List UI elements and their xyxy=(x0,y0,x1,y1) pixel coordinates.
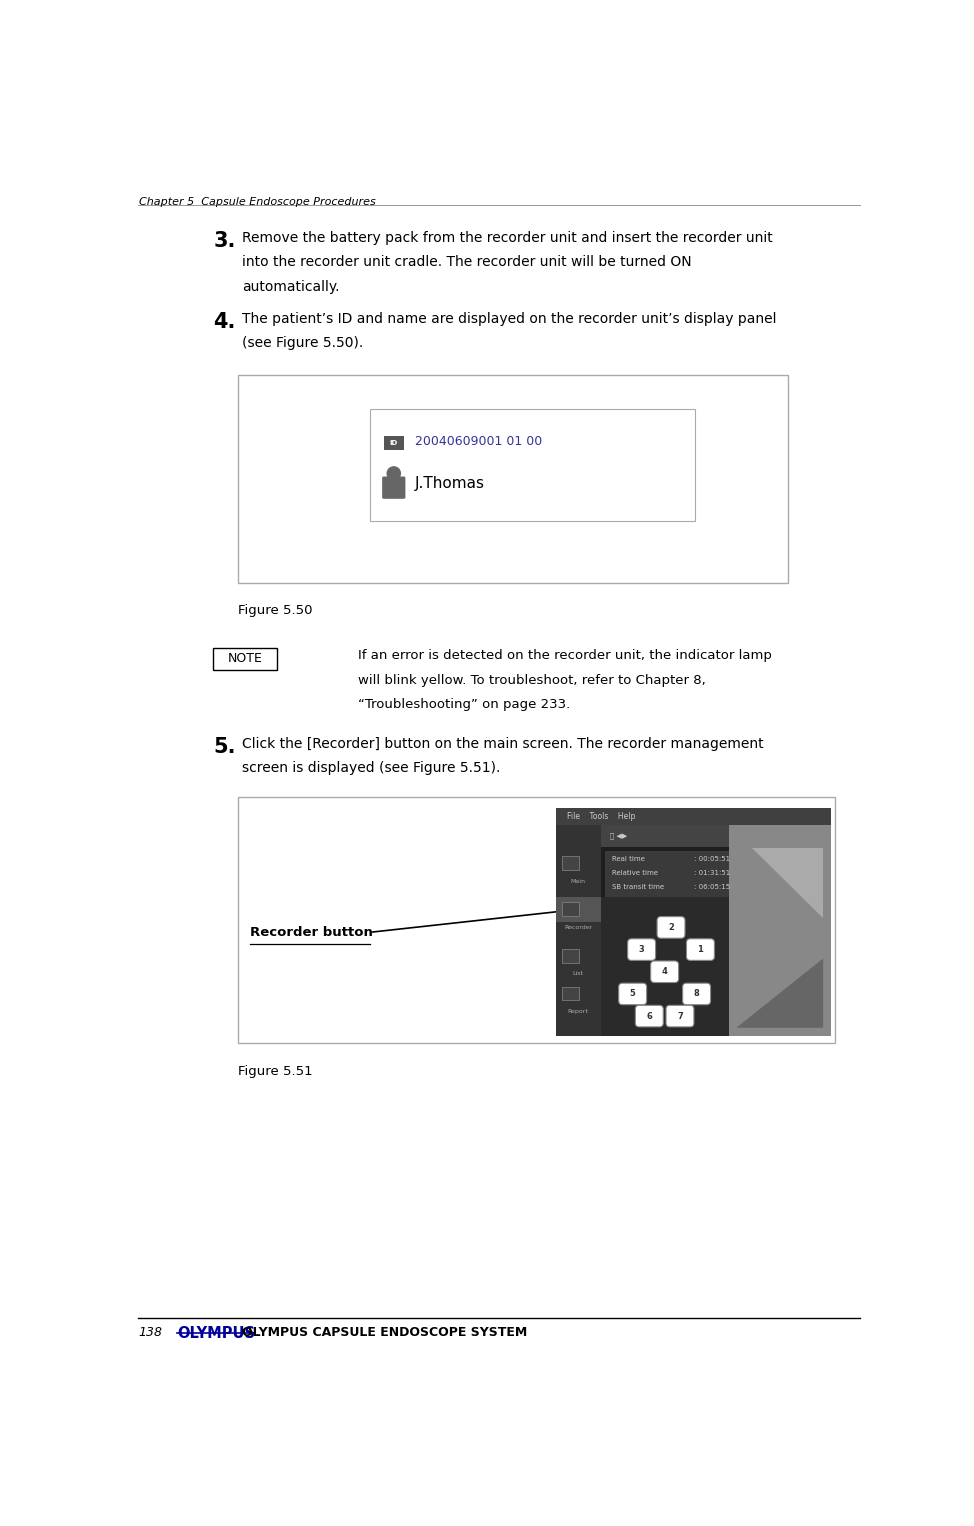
Text: 7: 7 xyxy=(677,1012,683,1021)
Text: List: List xyxy=(573,971,583,977)
Text: will blink yellow. To troubleshoot, refer to Chapter 8,: will blink yellow. To troubleshoot, refe… xyxy=(358,673,706,687)
Bar xyxy=(729,826,831,1036)
FancyBboxPatch shape xyxy=(635,1006,663,1027)
FancyBboxPatch shape xyxy=(666,1006,693,1027)
Text: 4.: 4. xyxy=(213,311,236,331)
Bar xyxy=(556,826,831,1036)
Text: 3.: 3. xyxy=(213,230,236,250)
FancyBboxPatch shape xyxy=(657,917,685,938)
Text: Figure 5.51: Figure 5.51 xyxy=(238,1065,313,1077)
Text: : 00:05:51: : 00:05:51 xyxy=(693,856,730,862)
Text: File    Tools    Help: File Tools Help xyxy=(568,812,636,821)
Text: 8: 8 xyxy=(693,989,699,998)
Text: 5.: 5. xyxy=(213,737,236,757)
FancyBboxPatch shape xyxy=(627,938,656,960)
Text: OLYMPUS: OLYMPUS xyxy=(177,1326,255,1341)
Text: Click the [Recorder] button on the main screen. The recorder management: Click the [Recorder] button on the main … xyxy=(242,737,764,751)
Text: Main: Main xyxy=(571,879,585,884)
Text: ID: ID xyxy=(390,439,398,446)
FancyBboxPatch shape xyxy=(382,476,405,499)
Text: 5: 5 xyxy=(630,989,636,998)
Text: 2: 2 xyxy=(668,923,674,932)
Bar xyxy=(562,902,579,916)
Bar xyxy=(562,856,579,870)
Bar xyxy=(601,826,831,847)
Text: OLYMPUS CAPSULE ENDOSCOPE SYSTEM: OLYMPUS CAPSULE ENDOSCOPE SYSTEM xyxy=(242,1326,527,1338)
Bar xyxy=(601,897,729,1036)
Text: into the recorder unit cradle. The recorder unit will be turned ON: into the recorder unit cradle. The recor… xyxy=(242,255,692,270)
Text: 20040609001 01 00: 20040609001 01 00 xyxy=(415,435,542,449)
Text: 138: 138 xyxy=(139,1326,163,1338)
Text: Recorder: Recorder xyxy=(564,925,592,929)
Bar xyxy=(556,809,831,826)
Text: (see Figure 5.50).: (see Figure 5.50). xyxy=(242,336,363,351)
Bar xyxy=(213,649,277,670)
Bar xyxy=(605,850,827,897)
Bar xyxy=(384,436,404,450)
Text: J.Thomas: J.Thomas xyxy=(415,476,485,491)
Text: Chapter 5  Capsule Endoscope Procedures: Chapter 5 Capsule Endoscope Procedures xyxy=(139,197,376,208)
Text: If an error is detected on the recorder unit, the indicator lamp: If an error is detected on the recorder … xyxy=(358,649,772,662)
FancyBboxPatch shape xyxy=(683,983,711,1004)
Text: : 06:05:15: : 06:05:15 xyxy=(693,884,730,890)
Polygon shape xyxy=(736,958,823,1029)
Text: Figure 5.50: Figure 5.50 xyxy=(238,604,313,618)
Text: Remove the battery pack from the recorder unit and insert the recorder unit: Remove the battery pack from the recorde… xyxy=(242,230,772,244)
Polygon shape xyxy=(752,848,823,917)
Bar xyxy=(370,409,695,522)
Text: NOTE: NOTE xyxy=(228,653,262,665)
Text: 3: 3 xyxy=(639,945,645,954)
Text: ⬛ ◀▶: ⬛ ◀▶ xyxy=(610,833,627,839)
Bar xyxy=(562,949,579,963)
Bar xyxy=(562,986,579,1001)
Circle shape xyxy=(388,467,400,481)
Text: Report: Report xyxy=(568,1009,588,1013)
Text: Real time: Real time xyxy=(613,856,645,862)
Bar xyxy=(556,826,601,1036)
Text: Relative time: Relative time xyxy=(613,870,658,876)
Text: 1: 1 xyxy=(697,945,703,954)
Bar xyxy=(238,375,788,583)
Bar xyxy=(238,797,835,1044)
Bar xyxy=(556,897,601,922)
FancyBboxPatch shape xyxy=(687,938,714,960)
Text: The patient’s ID and name are displayed on the recorder unit’s display panel: The patient’s ID and name are displayed … xyxy=(242,311,776,325)
FancyBboxPatch shape xyxy=(651,961,679,983)
Text: “Troubleshooting” on page 233.: “Troubleshooting” on page 233. xyxy=(358,699,571,711)
Text: 6: 6 xyxy=(647,1012,653,1021)
Text: Recorder button: Recorder button xyxy=(249,926,372,938)
Text: automatically.: automatically. xyxy=(242,281,339,295)
Text: screen is displayed (see Figure 5.51).: screen is displayed (see Figure 5.51). xyxy=(242,761,501,775)
Text: 4: 4 xyxy=(661,967,667,977)
FancyBboxPatch shape xyxy=(618,983,647,1004)
Text: : 01:31:51: : 01:31:51 xyxy=(693,870,730,876)
Text: SB transit time: SB transit time xyxy=(613,884,664,890)
